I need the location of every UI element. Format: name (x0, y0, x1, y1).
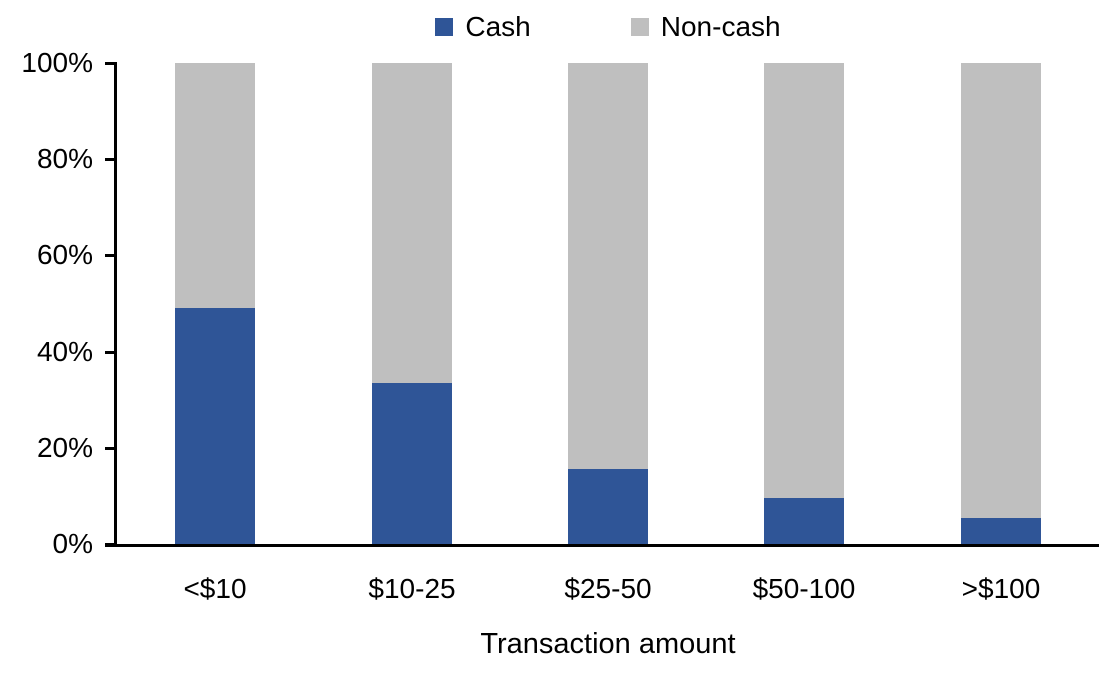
bar-segment-cash (175, 308, 255, 544)
bar-segment-non-cash (175, 63, 255, 308)
y-tick-label: 20% (36, 432, 93, 463)
bar-group (568, 63, 648, 544)
x-axis-line (105, 544, 1099, 547)
bar-segment-non-cash (764, 63, 844, 498)
bar-segment-non-cash (372, 63, 452, 383)
bar-segment-cash (568, 469, 648, 544)
y-tick-label: 60% (36, 239, 93, 270)
legend-label: Non-cash (660, 11, 781, 42)
x-tick-label: <$10 (183, 573, 247, 604)
x-tick-label: $10-25 (368, 573, 456, 604)
bar-group (961, 63, 1041, 544)
legend-item-1: Non-cash (630, 10, 781, 44)
y-axis-tick (105, 254, 117, 257)
x-tick-label: $25-50 (564, 573, 652, 604)
bar-segment-non-cash (568, 63, 648, 469)
legend-swatch-icon (435, 18, 454, 36)
y-tick-label: 40% (36, 336, 93, 367)
bar-segment-cash (764, 498, 844, 544)
y-axis-line (114, 62, 117, 547)
y-axis-tick (105, 158, 117, 161)
legend-item-0: Cash (435, 10, 531, 44)
bar-segment-cash (961, 518, 1041, 544)
x-tick-label: >$100 (961, 573, 1041, 604)
bar-group (764, 63, 844, 544)
y-tick-label: 80% (36, 143, 93, 174)
bar-segment-cash (372, 383, 452, 544)
legend-label: Cash (465, 11, 531, 42)
bar-group (372, 63, 452, 544)
y-axis-tick (105, 351, 117, 354)
y-axis-tick (105, 62, 117, 65)
bar-group (175, 63, 255, 544)
y-axis-tick (105, 447, 117, 450)
x-axis-title: Transaction amount (480, 628, 736, 660)
bar-segment-non-cash (961, 63, 1041, 518)
legend: Cash Non-cash (117, 8, 1099, 46)
x-tick-label: $50-100 (752, 573, 856, 604)
y-tick-label: 0% (52, 528, 93, 559)
y-tick-label: 100% (21, 47, 93, 78)
legend-swatch-icon (630, 18, 649, 36)
